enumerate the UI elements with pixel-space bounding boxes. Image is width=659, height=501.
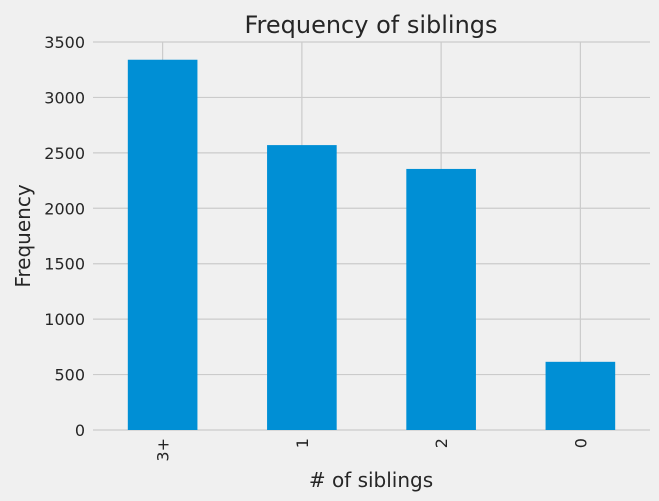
y-tick-label: 3000 [44,88,85,107]
y-tick-label: 2500 [44,144,85,163]
y-tick-label: 0 [75,421,85,440]
y-tick-label: 500 [54,366,85,385]
y-tick-labels: 0 500 1000 1500 2000 2500 3000 3500 [44,33,85,440]
x-tick-label: 1 [293,438,312,448]
y-tick-label: 1000 [44,310,85,329]
x-tick-label: 0 [571,438,590,448]
x-tick-label: 2 [432,438,451,448]
y-tick-label: 3500 [44,33,85,52]
bar-3+ [127,59,198,430]
y-tick-label: 1500 [44,255,85,274]
bar-2 [406,168,476,430]
x-tick-label: 3+ [154,438,173,462]
chart-title: Frequency of siblings [244,11,497,39]
x-axis-title: # of siblings [309,468,433,492]
y-axis-title: Frequency [11,184,35,287]
bar-0 [545,361,616,430]
y-tick-label: 2000 [44,199,85,218]
x-tick-labels: 3+ 1 2 0 [154,438,591,462]
bars [127,59,616,430]
bar-1 [267,145,337,430]
